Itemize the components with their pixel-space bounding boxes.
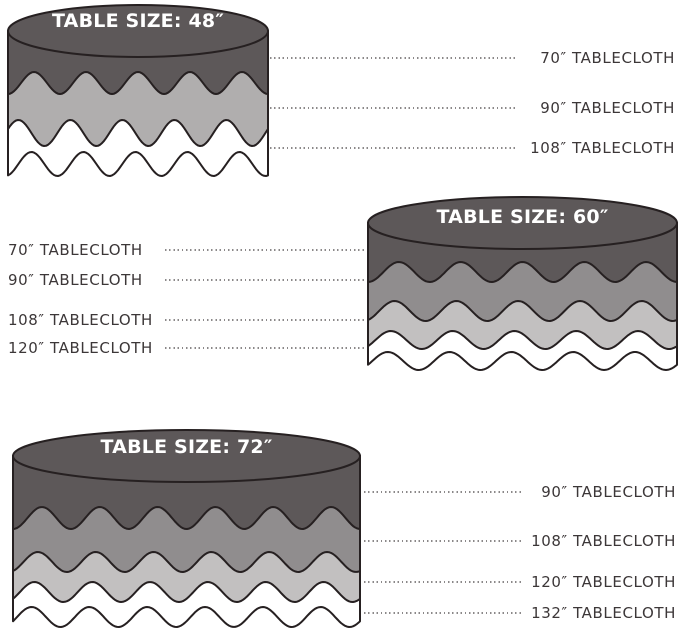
table-72-skirt-edge-3 [12, 455, 361, 628]
table-48-skirt-edge-2 [7, 30, 269, 177]
table-60-skirt-edge-3 [367, 222, 678, 371]
table-60-skirt-edge-0 [367, 222, 678, 283]
tablecloth-label-72-1: 108″ TABLECLOTH [531, 532, 676, 550]
table-48-top [7, 4, 269, 58]
connector-line [364, 581, 521, 583]
table-72-skirt-edge-0 [12, 455, 361, 530]
table-72-skirt-edge-1 [12, 455, 361, 573]
connector-line [270, 147, 518, 149]
connector-line [165, 249, 365, 251]
tablecloth-label-72-2: 120″ TABLECLOTH [531, 573, 676, 591]
connector-line [270, 57, 518, 59]
table-72-illustration [12, 429, 361, 628]
tablecloth-label-60-3: 120″ TABLECLOTH [8, 339, 153, 357]
tablecloth-label-60-0: 70″ TABLECLOTH [8, 241, 143, 259]
tablecloth-label-72-3: 132″ TABLECLOTH [531, 604, 676, 622]
table-48-skirt-edge-0 [7, 30, 269, 95]
table-72-skirt-edge-2 [12, 455, 361, 603]
connector-line [165, 347, 365, 349]
tablecloth-label-48-1: 90″ TABLECLOTH [540, 99, 675, 117]
connector-line [165, 319, 365, 321]
table-60-illustration [367, 196, 678, 371]
table-60-skirt-edge-2 [367, 222, 678, 350]
connector-line [364, 612, 521, 614]
tablecloth-label-60-2: 108″ TABLECLOTH [8, 311, 153, 329]
tablecloth-label-72-0: 90″ TABLECLOTH [541, 483, 676, 501]
tablecloth-label-48-0: 70″ TABLECLOTH [540, 49, 675, 67]
connector-line [364, 491, 521, 493]
connector-line [165, 279, 365, 281]
connector-line [364, 540, 521, 542]
tablecloth-label-60-1: 90″ TABLECLOTH [8, 271, 143, 289]
table-48-illustration [7, 4, 269, 177]
table-60-top [367, 196, 678, 250]
table-72-top [12, 429, 361, 483]
table-60-skirt-edge-1 [367, 222, 678, 322]
table-48-skirt-edge-1 [7, 30, 269, 147]
tablecloth-label-48-2: 108″ TABLECLOTH [530, 139, 675, 157]
connector-line [270, 107, 518, 109]
